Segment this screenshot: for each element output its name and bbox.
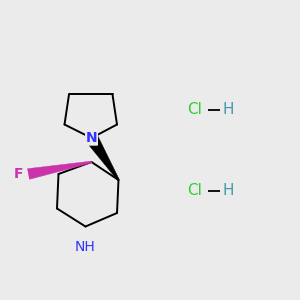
- Polygon shape: [86, 134, 119, 181]
- Text: Cl: Cl: [188, 183, 202, 198]
- Text: Cl: Cl: [188, 102, 202, 117]
- Text: N: N: [86, 131, 97, 145]
- Text: H: H: [222, 183, 233, 198]
- Text: H: H: [222, 102, 233, 117]
- Text: F: F: [14, 167, 23, 181]
- Text: NH: NH: [75, 240, 96, 254]
- Polygon shape: [28, 161, 92, 179]
